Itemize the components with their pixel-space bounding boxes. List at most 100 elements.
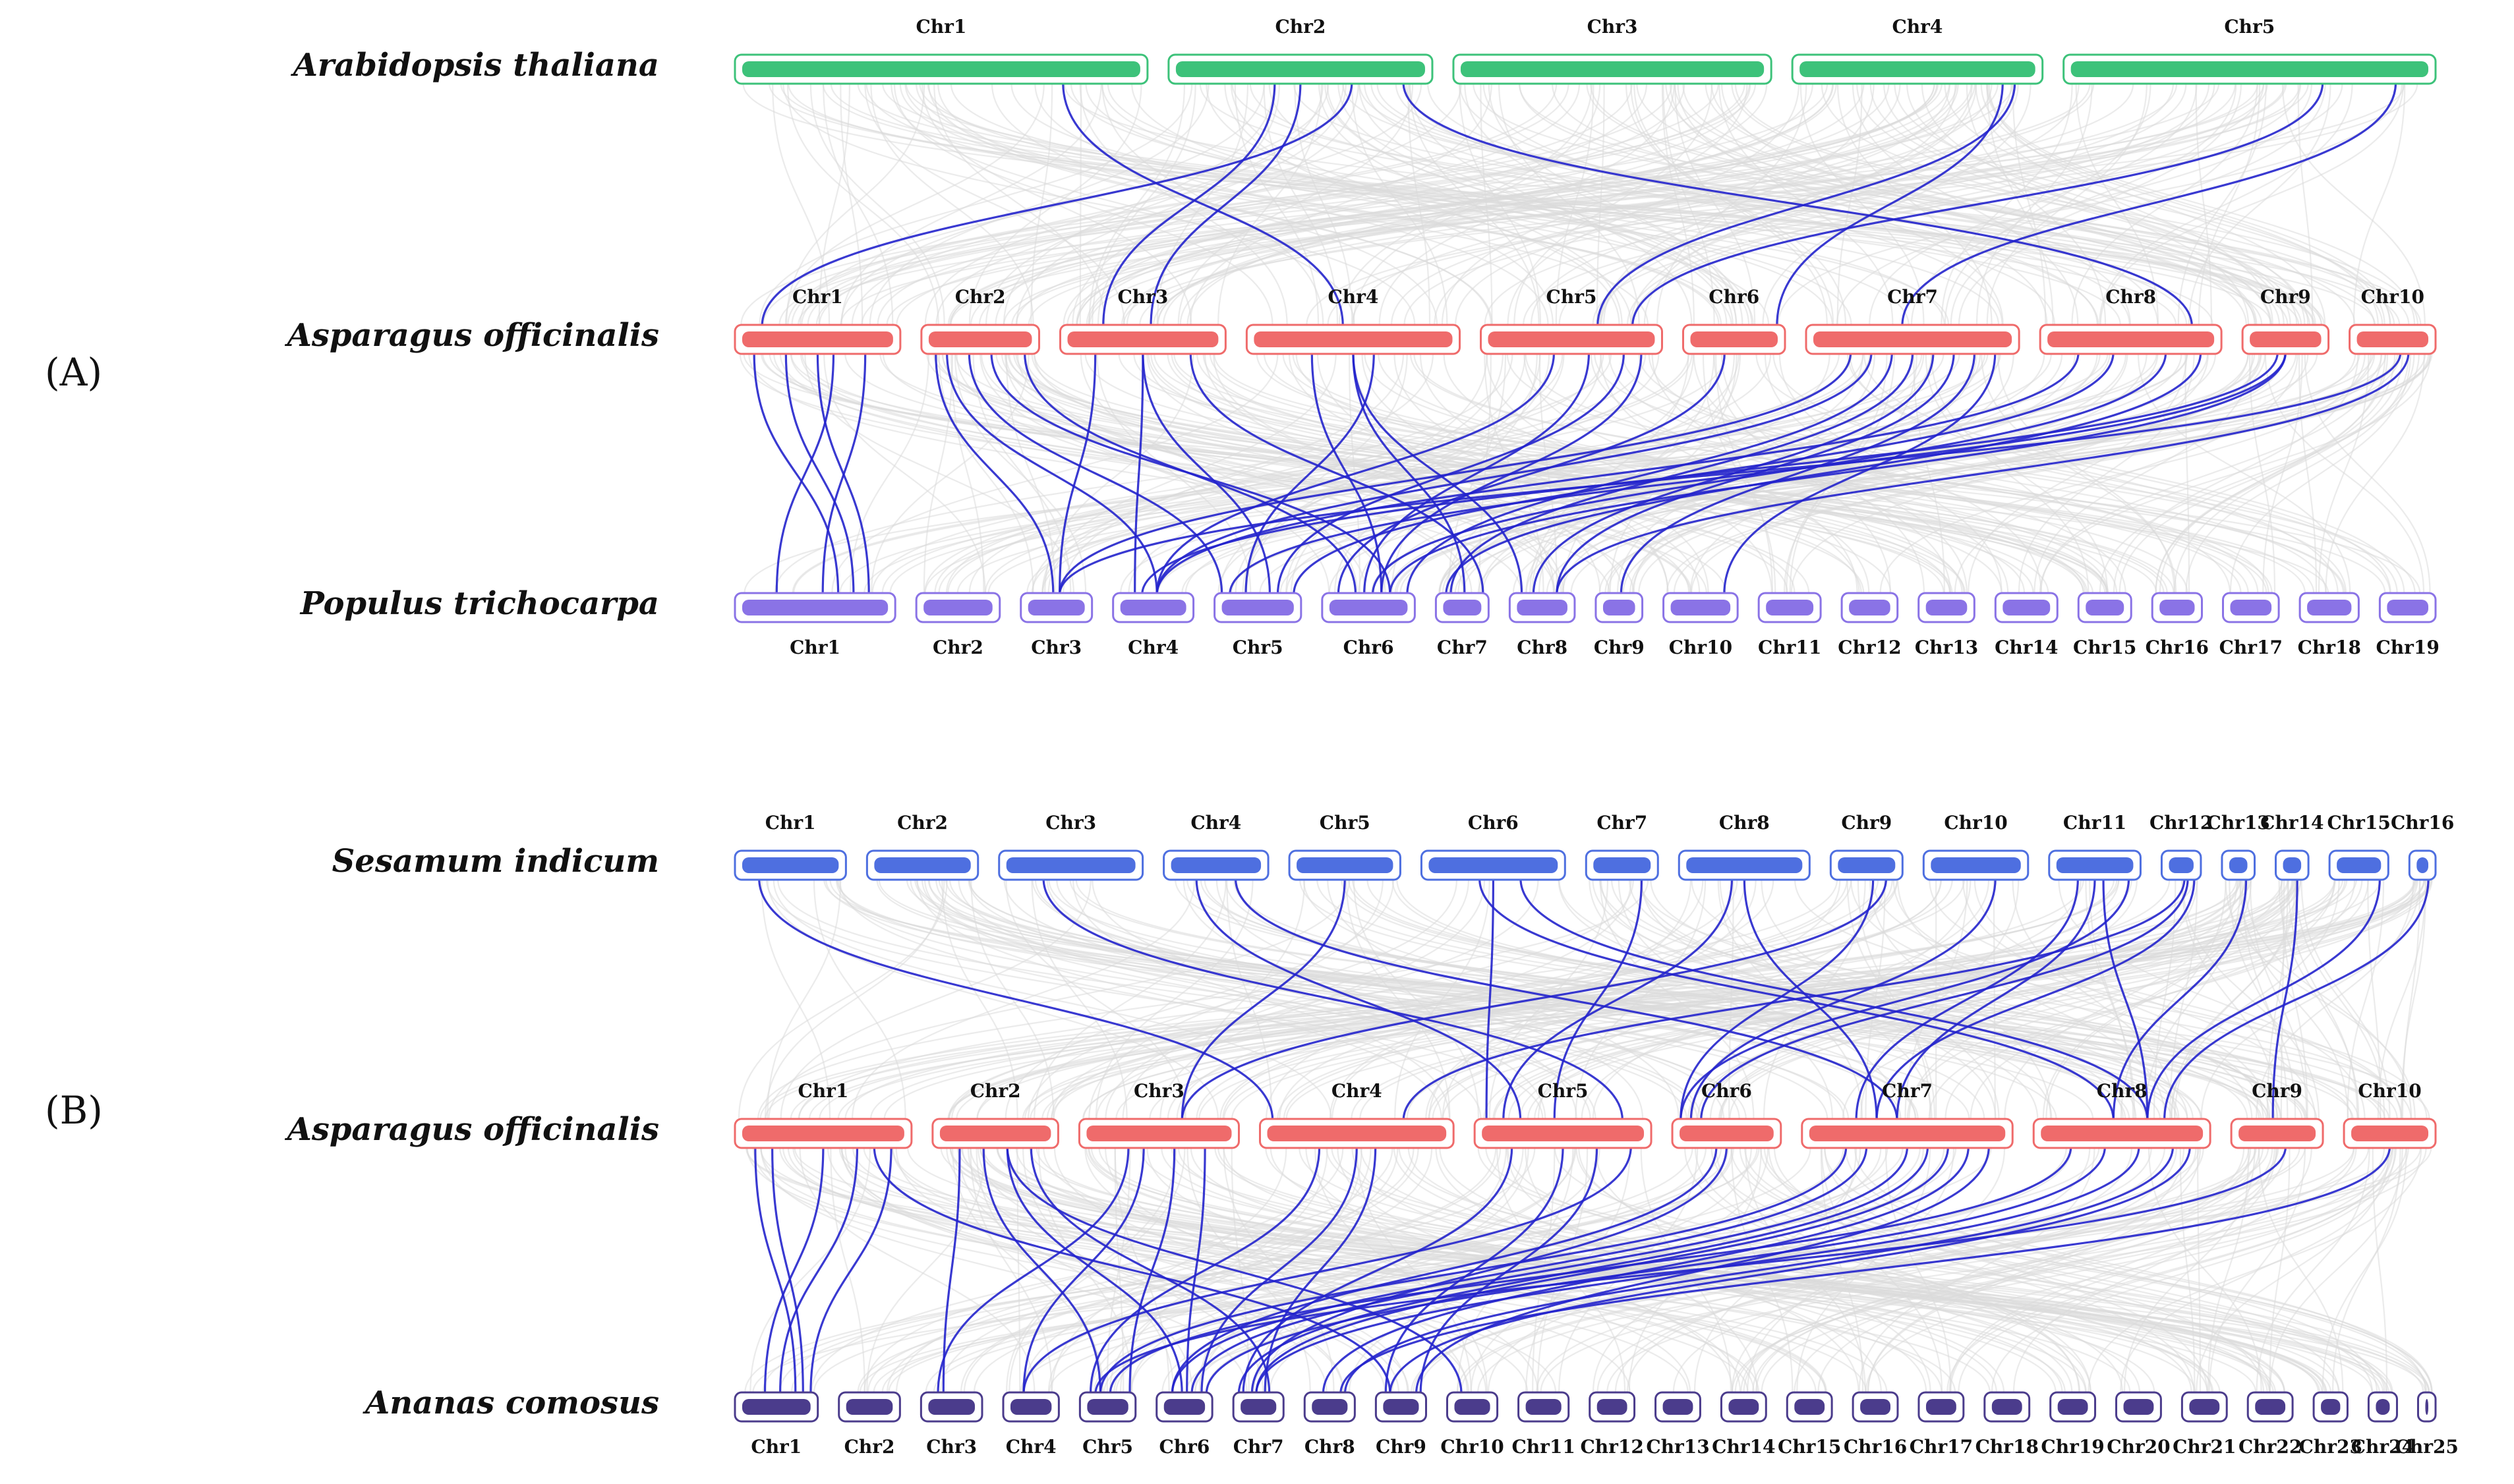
- chromosome-bar: [1454, 1399, 1490, 1415]
- background-link: [1954, 353, 2298, 594]
- chromosome-label: Chr14: [1995, 637, 2058, 658]
- background-link: [1986, 83, 2054, 326]
- chromosome-bar: [1460, 61, 1765, 77]
- background-link: [2099, 83, 2405, 326]
- syntenic-gene-link: [1553, 878, 1643, 1121]
- chromosome-label: Chr5: [1538, 1080, 1589, 1102]
- syntenic-gene-link: [1339, 1146, 2391, 1394]
- background-link: [1231, 353, 2401, 594]
- background-link: [850, 353, 930, 594]
- chromosome-bar: [1267, 1126, 1447, 1141]
- background-link: [767, 879, 842, 1120]
- background-link: [1263, 83, 1339, 326]
- syntenic-gene-link: [1620, 352, 1976, 595]
- chromosome-label: Chr1: [751, 1436, 802, 1458]
- background-link: [1761, 1147, 2409, 1393]
- chromosome-bar: [1175, 61, 1425, 77]
- background-link: [2033, 353, 2253, 594]
- background-link: [985, 83, 1324, 326]
- syntenic-gene-link: [809, 1146, 892, 1394]
- chromosome-bar: [1254, 331, 1453, 347]
- background-link: [1204, 353, 1564, 594]
- background-link: [839, 879, 1482, 1120]
- background-link: [2120, 879, 2227, 1120]
- background-link: [760, 1147, 1529, 1393]
- background-link: [934, 353, 1726, 594]
- background-link: [2401, 879, 2421, 1120]
- background-link: [1869, 879, 2052, 1120]
- background-link: [1316, 879, 2318, 1120]
- background-link: [1575, 879, 1707, 1120]
- syntenic-gene-link: [1556, 352, 2410, 595]
- background-link: [1407, 1147, 2213, 1393]
- background-link: [867, 1147, 1730, 1393]
- background-link: [801, 83, 1673, 326]
- syntenic-gene-link: [1024, 352, 1357, 595]
- background-link: [1411, 1147, 2279, 1393]
- chromosome-label: Chr2: [933, 637, 983, 658]
- background-link: [1485, 1147, 2430, 1393]
- syntenic-gene-link: [1155, 352, 1873, 595]
- syntenic-gene-link: [1631, 82, 2324, 327]
- background-link: [1865, 1147, 2391, 1393]
- chromosome-bar: [1482, 1126, 1645, 1141]
- syntenic-gene-link: [1250, 1146, 1728, 1394]
- background-link: [840, 83, 2265, 326]
- syntenic-gene-pair-layer: [753, 82, 2430, 1394]
- syntenic-gene-link: [1190, 1146, 1909, 1394]
- chromosome-label: Chr16: [1844, 1436, 1907, 1458]
- background-link: [1720, 83, 2131, 326]
- chromosome-bar: [2387, 600, 2428, 615]
- syntenic-gene-link: [1264, 1146, 1377, 1394]
- background-link: [1347, 879, 2398, 1120]
- background-link: [2256, 879, 2414, 1120]
- background-link: [950, 83, 1950, 326]
- chromosome-bar: [1766, 600, 1814, 615]
- background-link: [1484, 83, 2187, 326]
- syntenic-gene-link: [779, 1146, 859, 1394]
- chromosome-bar: [939, 1126, 1051, 1141]
- syntenic-gene-link: [758, 878, 1274, 1121]
- syntenic-gene-link: [1042, 878, 1623, 1121]
- background-link: [1183, 879, 1577, 1120]
- chromosome-bar: [2070, 61, 2428, 77]
- background-link: [819, 879, 2357, 1120]
- background-link: [970, 1147, 1053, 1393]
- syntenic-gene-link: [1205, 1146, 2106, 1394]
- chromosome-label: Chr19: [2041, 1436, 2104, 1458]
- syntenic-gene-link: [1700, 878, 2189, 1121]
- background-link: [1113, 1147, 1733, 1393]
- background-link: [1630, 83, 2019, 326]
- background-link: [2184, 353, 2190, 594]
- background-link: [2113, 353, 2359, 594]
- background-link: [851, 83, 1422, 326]
- background-link: [1531, 353, 1736, 594]
- background-link: [950, 353, 985, 594]
- background-link: [784, 83, 1045, 326]
- chromosome-label: Chr19: [2376, 637, 2440, 658]
- background-link: [2197, 1147, 2202, 1393]
- chromosome-bar: [2238, 1126, 2316, 1141]
- background-link: [2137, 353, 2351, 594]
- background-link: [1153, 83, 2134, 326]
- syntenic-gene-link: [1089, 1146, 1321, 1394]
- syntenic-gene-link: [754, 1146, 797, 1394]
- background-link: [2169, 879, 2198, 1120]
- species-label: Asparagus officinalis: [285, 1111, 659, 1148]
- chromosome-label: Chr12: [2149, 812, 2213, 834]
- chromosome-bar: [1991, 1399, 2022, 1415]
- chromosome-bar: [1849, 600, 1890, 615]
- syntenic-gene-link: [753, 352, 840, 595]
- chromosome-label: Chr13: [1915, 637, 1978, 658]
- species-label: Sesamum indicum: [332, 843, 659, 880]
- syntenic-gene-link: [1445, 352, 2202, 595]
- chromosome-bar: [1006, 857, 1136, 873]
- chromosome-label: Chr5: [2224, 16, 2275, 38]
- syntenic-gene-link: [1102, 82, 1276, 327]
- syntenic-gene-link: [1901, 82, 2397, 327]
- background-link: [1051, 879, 1634, 1120]
- background-link: [1669, 83, 2048, 326]
- syntenic-gene-link: [1171, 1146, 1718, 1394]
- background-link: [1852, 83, 2079, 326]
- chromosome-bar: [2002, 600, 2051, 615]
